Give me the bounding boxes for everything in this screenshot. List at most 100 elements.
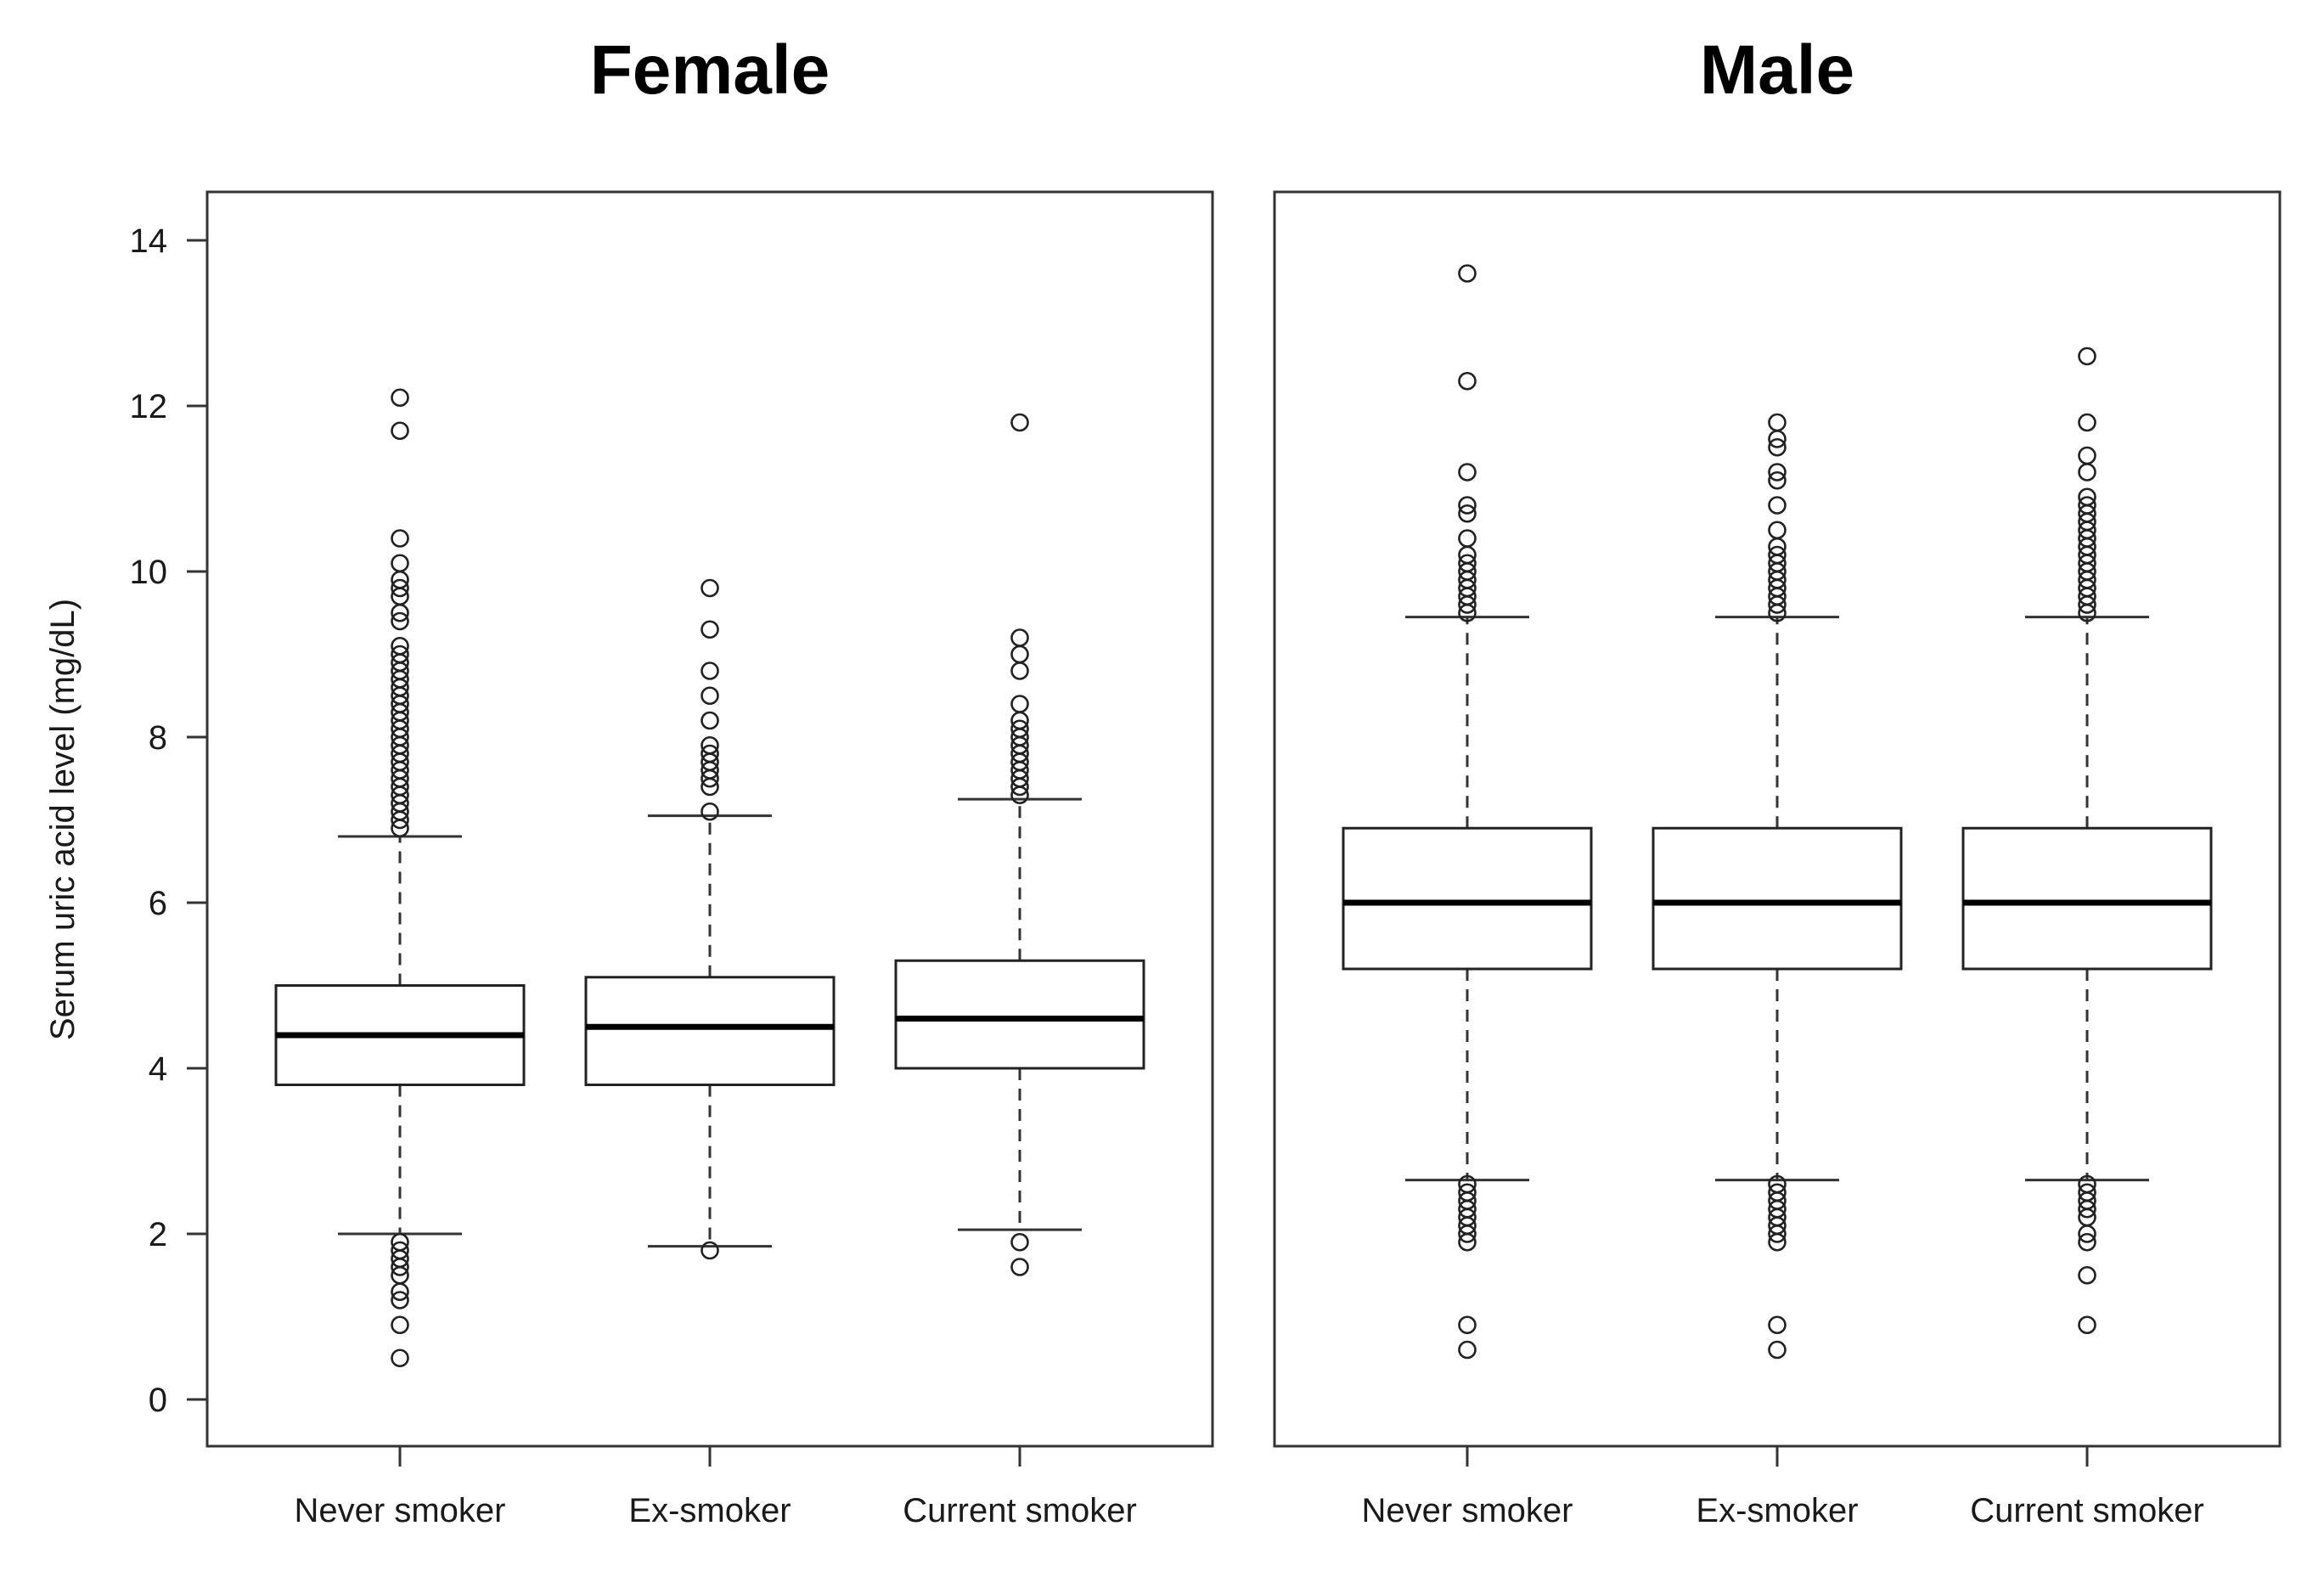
outlier-point [701, 1241, 719, 1260]
outlier-point [1768, 470, 1787, 490]
y-tick-label: 14 [130, 222, 168, 260]
iqr-box [1652, 826, 1903, 971]
outlier-point [391, 578, 409, 598]
outlier-point [701, 620, 719, 639]
outlier-point [2078, 1315, 2096, 1335]
outlier-point [2078, 1199, 2096, 1219]
outlier-point [2078, 1265, 2096, 1285]
outlier-point [391, 388, 409, 408]
outlier-point [391, 1349, 409, 1368]
outlier-point [1010, 628, 1029, 647]
outlier-point [1010, 1258, 1029, 1276]
outlier-point [391, 611, 409, 631]
outlier-point [701, 711, 719, 730]
outlier-point [701, 578, 719, 598]
outlier-point [1010, 695, 1029, 713]
iqr-box [584, 976, 836, 1086]
iqr-box [1342, 826, 1593, 971]
outlier-point [1458, 529, 1477, 548]
outlier-point [1768, 603, 1787, 622]
outlier-point [1010, 786, 1029, 805]
outlier-point [1010, 1232, 1029, 1252]
outlier-point [1010, 645, 1029, 664]
outlier-point [1458, 1232, 1477, 1252]
outlier-point [701, 802, 719, 821]
outlier-point [2078, 603, 2096, 622]
outlier-point [1768, 430, 1787, 448]
outlier-point [391, 603, 409, 622]
outlier-point [701, 686, 719, 706]
outlier-point [1768, 463, 1787, 481]
iqr-box [1961, 826, 2213, 971]
y-tick-label: 12 [130, 388, 168, 425]
y-tick-label: 10 [130, 554, 168, 591]
outlier-point [391, 554, 409, 573]
outlier-point [391, 1282, 409, 1302]
outlier-point [2078, 346, 2096, 366]
outlier-point [1458, 1225, 1477, 1243]
outlier-point [391, 1291, 409, 1309]
panel-title-female: Female [590, 31, 830, 109]
x-tick-label: Ex-smoker [628, 1492, 791, 1529]
panel-male: Never smoker Ex-smoker Current smoker [1273, 190, 2282, 1529]
outlier-point [1458, 595, 1477, 614]
y-tick-label: 8 [149, 719, 167, 757]
box-group-never-smoker [274, 388, 526, 1368]
outlier-point [1458, 463, 1477, 481]
outlier-point [1768, 595, 1787, 614]
outlier-point [391, 1315, 409, 1335]
x-tick-label: Never smoker [295, 1492, 506, 1529]
iqr-box [894, 959, 1145, 1070]
outlier-point [1768, 1232, 1787, 1252]
outlier-point [1768, 413, 1787, 432]
outlier-point [2078, 1225, 2096, 1243]
outlier-point [2078, 463, 2096, 481]
box-group-never-smoker [1342, 264, 1593, 1360]
panel-title-male: Male [1700, 31, 1854, 109]
x-tick-label: Current smoker [1970, 1492, 2204, 1529]
y-tick-label: 6 [149, 885, 167, 922]
outlier-point [391, 819, 409, 838]
x-tick-label: Current smoker [903, 1492, 1137, 1529]
outlier-point [2078, 413, 2096, 432]
outlier-point [1458, 603, 1477, 622]
outlier-point [1010, 413, 1029, 432]
y-tick-label: 4 [149, 1050, 167, 1088]
outlier-point [701, 662, 719, 680]
box-group-ex-smoker [584, 578, 836, 1260]
outlier-point [2078, 446, 2096, 465]
outlier-point [391, 421, 409, 441]
outlier-point [2078, 1232, 2096, 1252]
outlier-point [1768, 521, 1787, 540]
y-axis: 0 2 4 6 8 10 12 14 [130, 222, 207, 1419]
outlier-point [1458, 504, 1477, 523]
outlier-point [1768, 496, 1787, 515]
outlier-point [2078, 595, 2096, 614]
outlier-point [1458, 1315, 1477, 1335]
box-group-ex-smoker [1652, 413, 1903, 1360]
outlier-point [391, 1258, 409, 1276]
y-axis-label: Serum uric acid level (mg/dL) [44, 599, 82, 1040]
x-tick-label: Never smoker [1362, 1492, 1573, 1529]
outlier-point [1768, 437, 1787, 457]
box-group-current-smoker [1961, 346, 2213, 1335]
panel-female: Never smoker Ex-smoker Current smoker [205, 190, 1214, 1529]
outlier-point [701, 769, 719, 788]
outlier-point [1768, 1340, 1787, 1360]
outlier-point [391, 529, 409, 548]
outlier-point [1010, 777, 1029, 797]
outlier-point [701, 777, 719, 797]
box-group-current-smoker [894, 413, 1145, 1276]
outlier-point [391, 810, 409, 830]
outlier-point [1458, 1340, 1477, 1360]
outlier-point [1768, 1225, 1787, 1243]
y-tick-label: 2 [149, 1216, 167, 1253]
outlier-point [1458, 264, 1477, 283]
x-tick-label: Ex-smoker [1696, 1492, 1858, 1529]
outlier-point [1768, 1315, 1787, 1335]
outlier-point [1458, 371, 1477, 391]
outlier-point [1458, 496, 1477, 515]
outlier-point [1010, 662, 1029, 680]
y-tick-label: 0 [149, 1382, 167, 1419]
